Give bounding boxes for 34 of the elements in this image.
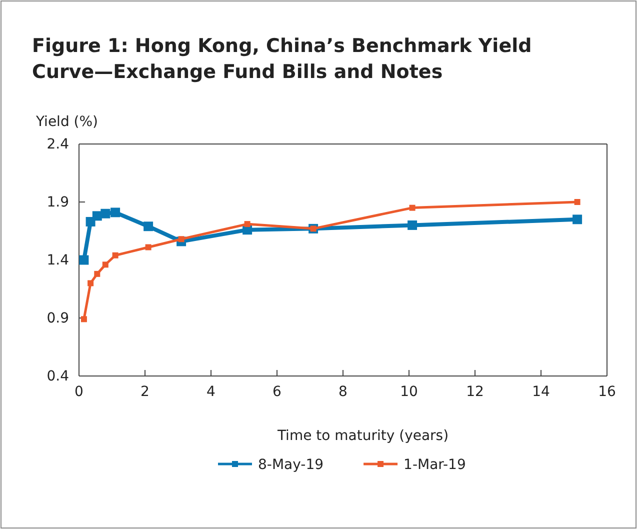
chart-title: Figure 1: Hong Kong, China’s Benchmark Yield Curve—Exchange Fund Bills and Notes [32,35,532,83]
x-tick-label: 6 [272,384,282,400]
x-tick-label: 4 [206,384,216,400]
y-axis-title: Yield (%) [35,114,98,130]
x-tick-label: 12 [466,384,484,400]
x-tick-label: 8 [338,384,348,400]
legend-label: 1-Mar-19 [404,457,466,473]
x-tick-label: 10 [400,384,418,400]
legend-label: 8-May-19 [258,457,324,473]
point [145,244,152,250]
x-tick-label: 14 [532,384,550,400]
point [88,280,94,286]
x-tick-label: 2 [140,384,150,400]
point [102,262,108,268]
y-tick-label: 0.9 [46,310,69,326]
x-tick-label: 0 [74,384,84,400]
point [408,220,418,230]
y-tick-label: 1.9 [46,194,69,210]
x-axis-title: Time to maturity (years) [276,428,449,444]
x-tick-label: 16 [598,384,616,400]
y-tick-label: 1.4 [46,252,70,268]
point [244,221,250,228]
point [112,252,118,258]
point [144,222,154,232]
point [110,208,120,218]
point [80,316,87,322]
point [100,208,110,218]
point [409,204,416,211]
point [572,214,582,224]
point [574,199,580,205]
point [94,270,100,277]
point [79,255,89,265]
y-tick-label: 0.4 [46,368,70,384]
y-tick-label: 2.4 [46,136,70,152]
